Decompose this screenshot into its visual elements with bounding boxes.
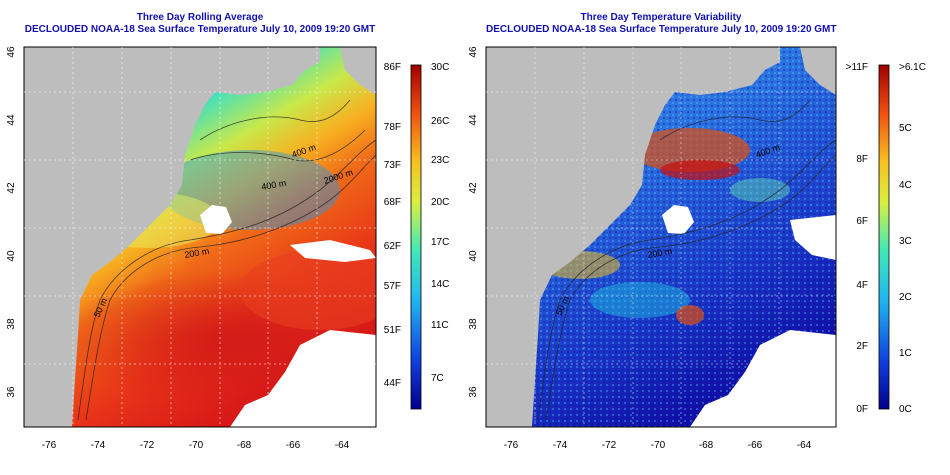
- x-tick: -68: [237, 440, 252, 451]
- cb-label-f: 73F: [384, 160, 401, 171]
- x-tick: -76: [42, 440, 57, 451]
- right-title: Three Day Temperature Variability: [580, 12, 742, 23]
- cloud-mask: [200, 205, 232, 234]
- cb-label-f: 62F: [384, 241, 401, 252]
- x-tick: -70: [651, 440, 666, 451]
- left-gridlines: [24, 47, 376, 427]
- cb-label-f: 0F: [856, 404, 868, 415]
- cb-label-c: 14C: [431, 279, 449, 290]
- cloud-mask: [662, 205, 694, 234]
- y-tick: 42: [6, 182, 17, 194]
- cb-label-f: 6F: [856, 216, 868, 227]
- left-y-ticks: 46 44 42 40 38 36: [6, 46, 17, 398]
- left-colorbar-labels: 86F 78F 73F 68F 62F 57F 51F 44F 30C 26C …: [384, 62, 450, 389]
- y-tick: 44: [6, 114, 17, 126]
- cb-label-f: 4F: [856, 280, 868, 291]
- y-tick: 36: [6, 386, 17, 398]
- cb-label-c: 26C: [431, 116, 449, 127]
- cb-label-c: 4C: [899, 180, 912, 191]
- y-tick: 44: [468, 114, 479, 126]
- cb-label-f: 57F: [384, 281, 401, 292]
- right-map-frame: [485, 46, 837, 428]
- cb-label-c: 0C: [899, 404, 912, 415]
- y-tick: 46: [468, 46, 479, 58]
- cb-label-f: 2F: [856, 341, 868, 352]
- left-x-ticks: -76 -74 -72 -70 -68 -66 -64: [42, 440, 350, 451]
- right-subtitle: DECLOUDED NOAA-18 Sea Surface Temperatur…: [486, 24, 837, 35]
- cb-label-f: 8F: [856, 154, 868, 165]
- cb-label-f: 78F: [384, 122, 401, 133]
- cb-label-f: >11F: [846, 62, 868, 73]
- contour-label: 200 m: [184, 246, 210, 260]
- left-map-frame: [23, 46, 377, 428]
- y-tick: 40: [6, 250, 17, 262]
- cb-label-f: 68F: [384, 197, 401, 208]
- y-tick: 38: [468, 318, 479, 330]
- cb-label-c: 2C: [899, 292, 912, 303]
- y-tick: 42: [468, 182, 479, 194]
- cb-label-c: 23C: [431, 155, 449, 166]
- cb-label-c: 7C: [431, 373, 444, 384]
- y-tick: 38: [6, 318, 17, 330]
- land-mass: [486, 47, 780, 427]
- y-tick: 40: [468, 250, 479, 262]
- land-mass: [24, 47, 320, 427]
- y-tick: 46: [6, 46, 17, 58]
- y-tick: 36: [468, 386, 479, 398]
- left-colorbar: [410, 64, 422, 410]
- left-title: Three Day Rolling Average: [136, 12, 264, 23]
- left-subtitle: DECLOUDED NOAA-18 Sea Surface Temperatur…: [24, 24, 376, 35]
- x-tick: -64: [335, 440, 350, 451]
- x-tick: -66: [286, 440, 301, 451]
- cb-label-c: 1C: [899, 348, 912, 359]
- contour-label: 400 m: [261, 178, 287, 192]
- cb-label-c: 20C: [431, 197, 449, 208]
- right-colorbar-labels: >11F 8F 6F 4F 2F 0F >6.1C 5C 4C 3C 2C 1C…: [846, 62, 926, 415]
- isobath-contours: [537, 99, 836, 421]
- cb-label-f: 44F: [384, 378, 401, 389]
- cb-label-c: >6.1C: [899, 62, 926, 73]
- x-tick: -70: [189, 440, 204, 451]
- left-map: [24, 47, 376, 427]
- right-gridlines: [486, 47, 836, 427]
- x-tick: -72: [140, 440, 155, 451]
- cb-label-c: 5C: [899, 123, 912, 134]
- contour-label: 200 m: [647, 246, 673, 260]
- cb-label-f: 51F: [384, 325, 401, 336]
- x-tick: -74: [553, 440, 568, 451]
- x-tick: -74: [91, 440, 106, 451]
- right-x-ticks: -76 -74 -72 -70 -68 -66 -64: [504, 440, 812, 451]
- cb-label-c: 30C: [431, 62, 449, 73]
- x-tick: -66: [748, 440, 763, 451]
- x-tick: -72: [602, 440, 617, 451]
- right-y-ticks: 46 44 42 40 38 36: [468, 46, 479, 398]
- cb-label-c: 3C: [899, 236, 912, 247]
- x-tick: -64: [797, 440, 812, 451]
- cb-label-c: 11C: [431, 320, 449, 331]
- cb-label-c: 17C: [431, 237, 449, 248]
- right-colorbar: [878, 64, 890, 410]
- x-tick: -76: [504, 440, 519, 451]
- right-map: [486, 47, 836, 427]
- x-tick: -68: [699, 440, 714, 451]
- cb-label-f: 86F: [384, 62, 401, 73]
